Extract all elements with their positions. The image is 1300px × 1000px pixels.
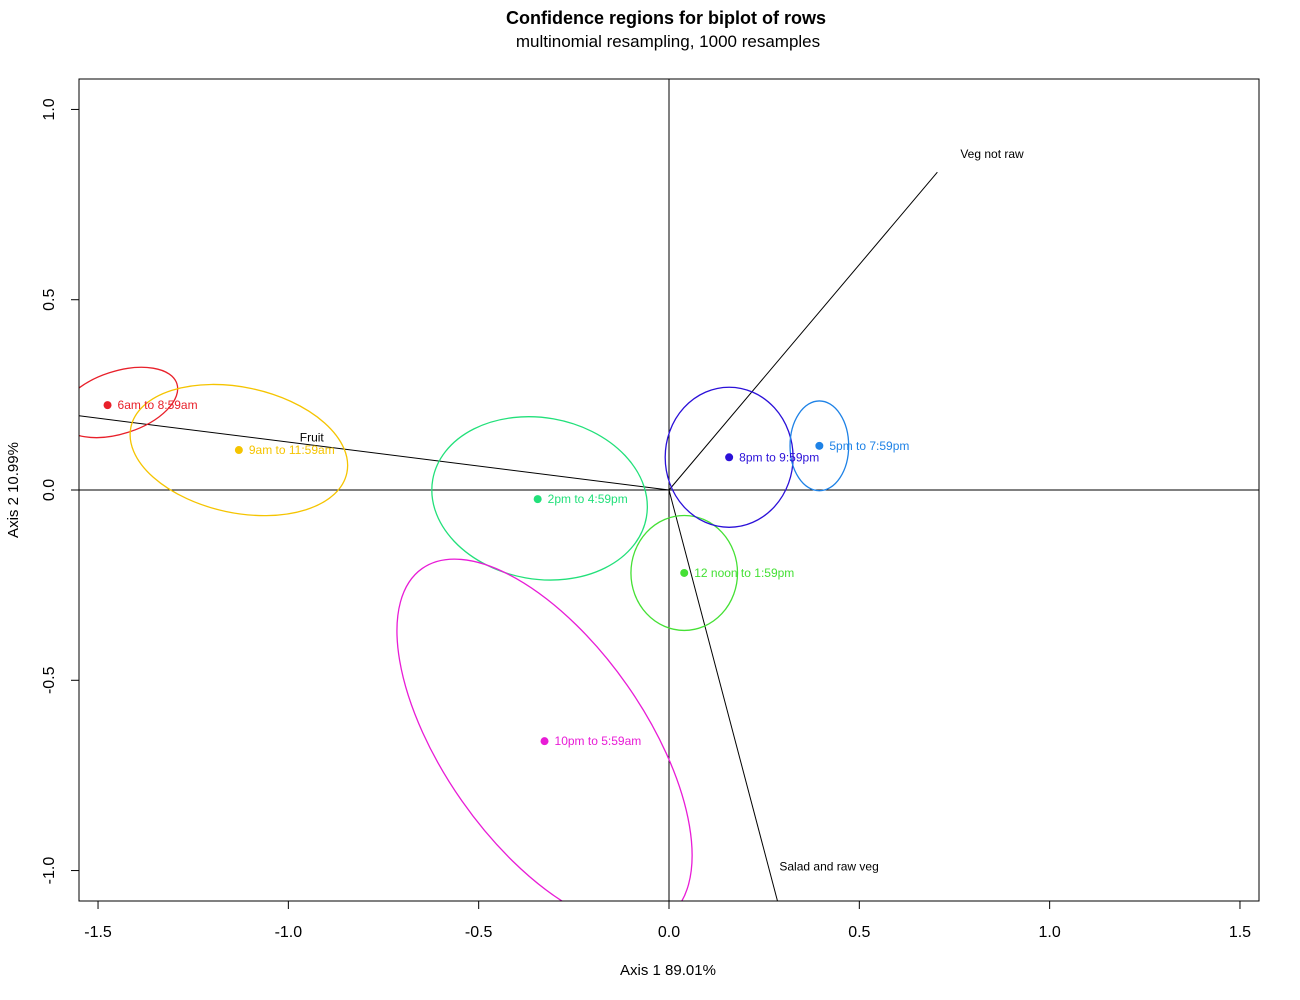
point-label: 2pm to 4:59pm [548,492,628,506]
point-label: 12 noon to 1:59pm [694,566,794,580]
confidence-ellipse [79,366,179,439]
confidence-ellipse [630,514,739,632]
confidence-ellipse [396,558,693,901]
confidence-ellipse [129,383,349,517]
y-axis: -1.0 -0.5 0.0 0.5 1.0 [41,98,80,885]
y-axis-label: Axis 2 10.99% [5,442,22,538]
point-label: 8pm to 9:59pm [739,450,819,464]
data-point [533,495,542,504]
plot-area: 6am to 8:59am 9am to 11:59am 2pm to 4:59pm… [79,79,1259,901]
x-axis-label: Axis 1 89.01% [620,962,716,979]
x-tick-label: -0.5 [465,924,493,941]
point-label: 6am to 8:59am [118,398,198,412]
x-tick-label: 0.0 [658,924,680,941]
x-tick-label: -1.5 [84,924,112,941]
arrow-label: Veg not raw [960,147,1024,161]
data-point [234,446,243,455]
data-point [540,737,549,746]
x-axis: -1.5 -1.0 -0.5 0.0 0.5 1.0 1.5 [84,900,1251,941]
data-point [725,453,734,462]
arrow-salad-and-raw-veg [668,489,778,901]
data-point [815,441,824,450]
point-label: 10pm to 5:59am [555,734,642,748]
y-tick-label: 0.5 [41,289,58,311]
chart-title: Confidence regions for biplot of rows [506,8,826,28]
confidence-ellipse [789,400,850,492]
x-tick-label: 1.0 [1039,924,1061,941]
arrow-label: Fruit [300,430,325,444]
data-point [680,568,689,577]
arrow-veg-not-raw [668,171,938,491]
x-tick-label: 1.5 [1229,924,1251,941]
y-tick-label: 0.0 [41,479,58,501]
point-label: 5pm to 7:59pm [829,439,909,453]
confidence-ellipse [431,416,648,581]
x-tick-label: -1.0 [275,924,303,941]
chart-subtitle: multinomial resampling, 1000 resamples [516,32,820,51]
arrow-label: Salad and raw veg [779,860,878,874]
y-tick-label: 1.0 [41,98,58,120]
arrow-fruit [79,415,670,491]
y-tick-label: -1.0 [41,857,58,885]
data-point [103,401,112,410]
y-tick-label: -0.5 [41,666,58,694]
point-label: 9am to 11:59am [249,443,335,457]
x-tick-label: 0.5 [848,924,870,941]
confidence-ellipse [664,386,794,528]
